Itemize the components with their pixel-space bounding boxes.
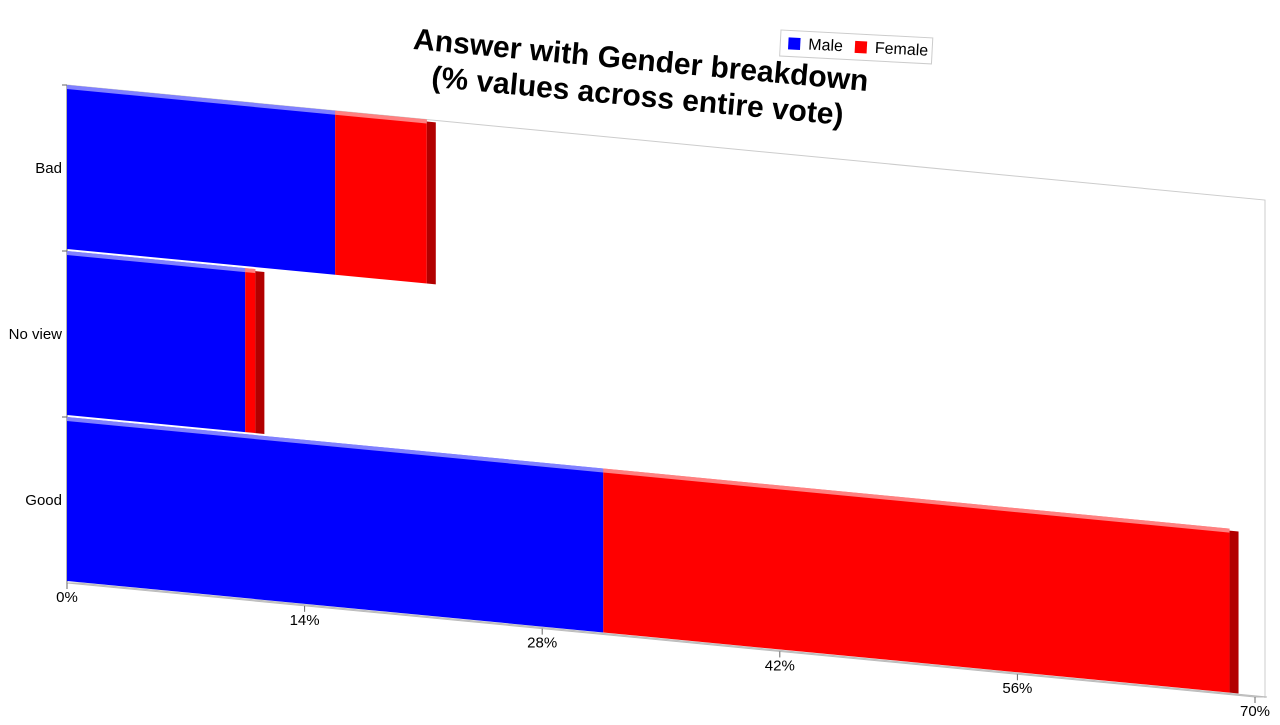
legend-swatch (854, 40, 868, 54)
bar-side-face (255, 271, 265, 434)
bar (67, 84, 336, 275)
plot-frame (66, 84, 1266, 699)
legend-label: Female (874, 40, 928, 60)
y-tick-label: Good (25, 492, 62, 509)
bar-side-face (426, 121, 436, 285)
bar-top-face (67, 416, 604, 473)
bar (67, 250, 246, 433)
x-tick-label: 56% (1002, 680, 1032, 697)
bar-top-face (603, 468, 1230, 533)
x-tick-label: 70% (1240, 703, 1270, 720)
bar (335, 110, 427, 284)
bar (245, 268, 256, 434)
x-tick-label: 42% (765, 657, 795, 674)
bar-side-face (1229, 530, 1239, 694)
legend-label: Male (808, 36, 844, 55)
legend-swatch (787, 37, 801, 51)
bars (67, 84, 1239, 694)
x-axis-floor (66, 582, 1268, 698)
bar (603, 468, 1230, 693)
bar-top-face (67, 84, 336, 115)
y-tick-label: Bad (35, 160, 62, 177)
bar-top-face (67, 250, 246, 273)
legend: Male Female (779, 29, 934, 65)
bar (67, 416, 604, 633)
x-tick-label: 0% (56, 589, 78, 606)
bar-top-face (335, 110, 427, 124)
x-tick-label: 14% (290, 612, 320, 629)
bar-top-face (245, 268, 256, 274)
y-tick-label: No view (9, 326, 63, 343)
x-tick-label: 28% (527, 635, 557, 652)
